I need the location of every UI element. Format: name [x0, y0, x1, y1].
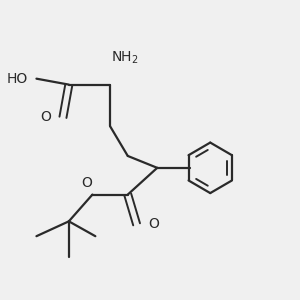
Text: O: O — [148, 217, 159, 231]
Text: O: O — [81, 176, 92, 190]
Text: NH$_2$: NH$_2$ — [111, 50, 139, 66]
Text: HO: HO — [6, 72, 28, 86]
Text: O: O — [40, 110, 51, 124]
